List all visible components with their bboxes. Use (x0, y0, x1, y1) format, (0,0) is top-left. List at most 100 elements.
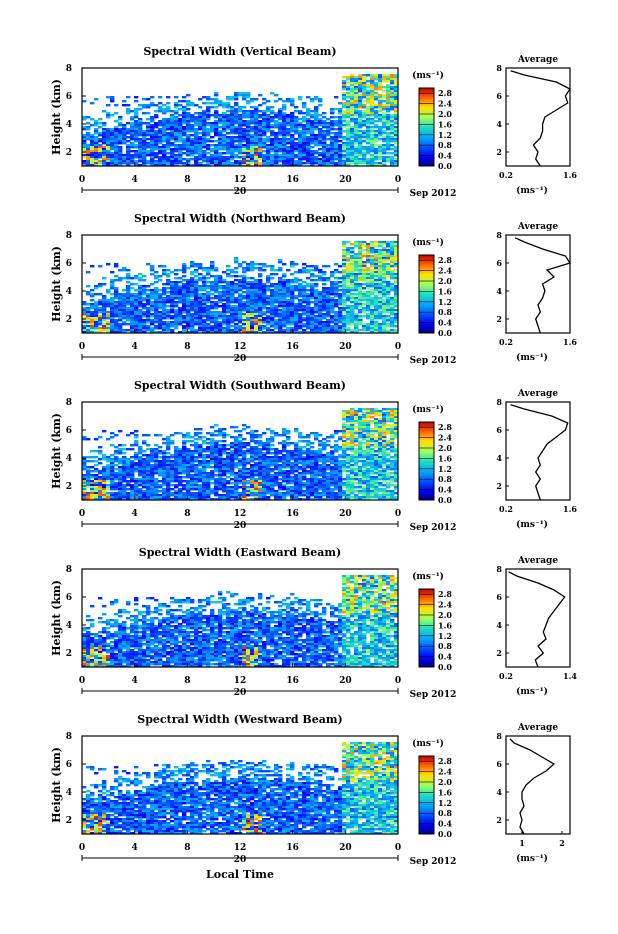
heatmap-cell (234, 267, 238, 269)
heatmap-cell (366, 74, 370, 76)
heatmap-cell (226, 132, 230, 134)
heatmap-cell (170, 110, 174, 112)
heatmap-cell (94, 470, 98, 472)
heatmap-cell (334, 263, 338, 265)
heatmap-cell (330, 321, 334, 323)
heatmap-cell (86, 456, 90, 458)
heatmap-cell (150, 309, 154, 311)
heatmap-cell (190, 273, 194, 275)
heatmap-cell (294, 289, 298, 291)
heatmap-cell (358, 106, 362, 108)
heatmap-cell (294, 281, 298, 283)
heatmap-cell (346, 96, 350, 98)
heatmap-cell (158, 275, 162, 277)
heatmap-cell (334, 96, 338, 98)
heatmap-cell (318, 148, 322, 150)
heatmap-cell (262, 98, 266, 100)
heatmap-cell (174, 96, 178, 98)
heatmap-cell (338, 265, 342, 267)
heatmap-cell (294, 110, 298, 112)
heatmap-cell (302, 325, 306, 327)
heatmap-cell (146, 162, 150, 164)
heatmap-cell (310, 279, 314, 281)
heatmap-cell (94, 327, 98, 329)
heatmap-cell (390, 82, 394, 84)
heatmap-cell (354, 114, 358, 116)
heatmap-cell (362, 311, 366, 313)
heatmap-cell (234, 275, 238, 277)
heatmap-cell (314, 144, 318, 146)
heatmap-cell (314, 279, 318, 281)
heatmap-cell (82, 100, 86, 102)
average-y-tick-label: 6 (496, 258, 502, 268)
heatmap-cell (126, 476, 130, 478)
heatmap-cell (186, 154, 190, 156)
heatmap-cell (134, 96, 138, 98)
heatmap-cell (226, 128, 230, 130)
heatmap-cell (158, 446, 162, 448)
heatmap-cell (174, 150, 178, 152)
heatmap-cell (238, 156, 242, 158)
heatmap-cell (150, 460, 154, 462)
heatmap-cell (126, 281, 130, 283)
heatmap-cell (342, 295, 346, 297)
heatmap-cell (374, 78, 378, 80)
heatmap-cell (382, 108, 386, 110)
heatmap-cell (342, 311, 346, 313)
heatmap-cell (378, 152, 382, 154)
heatmap-cell (362, 162, 366, 164)
heatmap-cell (210, 321, 214, 323)
heatmap-cell (226, 265, 230, 267)
heatmap-cell (194, 152, 198, 154)
heatmap-cell (322, 283, 326, 285)
heatmap-cell (214, 291, 218, 293)
heatmap-cell (134, 430, 138, 432)
heatmap-cell (350, 136, 354, 138)
heatmap-cell (102, 319, 106, 321)
heatmap-cell (310, 100, 314, 102)
heatmap-cell (130, 162, 134, 164)
heatmap-cell (386, 319, 390, 321)
heatmap-cell (114, 478, 118, 480)
heatmap-cell (138, 273, 142, 275)
heatmap-cell (306, 271, 310, 273)
heatmap-cell (250, 277, 254, 279)
heatmap-cell (130, 480, 134, 482)
heatmap-cell (242, 261, 246, 263)
heatmap-cell (382, 152, 386, 154)
heatmap-cell (134, 146, 138, 148)
heatmap-cell (182, 134, 186, 136)
heatmap-cell (370, 265, 374, 267)
heatmap-cell (222, 271, 226, 273)
heatmap-cell (166, 452, 170, 454)
heatmap-cell (174, 106, 178, 108)
heatmap-cell (294, 106, 298, 108)
heatmap-cell (354, 245, 358, 247)
heatmap-cell (130, 432, 134, 434)
heatmap-cell (162, 265, 166, 267)
heatmap-cell (274, 301, 278, 303)
heatmap-cell (334, 277, 338, 279)
heatmap-cell (206, 118, 210, 120)
heatmap-cell (298, 118, 302, 120)
heatmap-cell (282, 325, 286, 327)
heatmap-cell (126, 434, 130, 436)
heatmap-cell (198, 273, 202, 275)
heatmap-cell (94, 293, 98, 295)
heatmap-cell (334, 116, 338, 118)
average-profile-line (511, 71, 570, 166)
heatmap-cell (378, 110, 382, 112)
heatmap-cell (382, 86, 386, 88)
heatmap-cell (234, 156, 238, 158)
heatmap-cells (82, 74, 398, 166)
heatmap-cell (286, 124, 290, 126)
heatmap-cell (390, 152, 394, 154)
heatmap-cell (126, 323, 130, 325)
x-tick-label: 16 (286, 175, 299, 185)
heatmap-cell (142, 442, 146, 444)
heatmap-cell (186, 130, 190, 132)
heatmap-cell (102, 430, 106, 432)
heatmap-cell (274, 126, 278, 128)
heatmap-cell (310, 275, 314, 277)
heatmap-cell (298, 271, 302, 273)
